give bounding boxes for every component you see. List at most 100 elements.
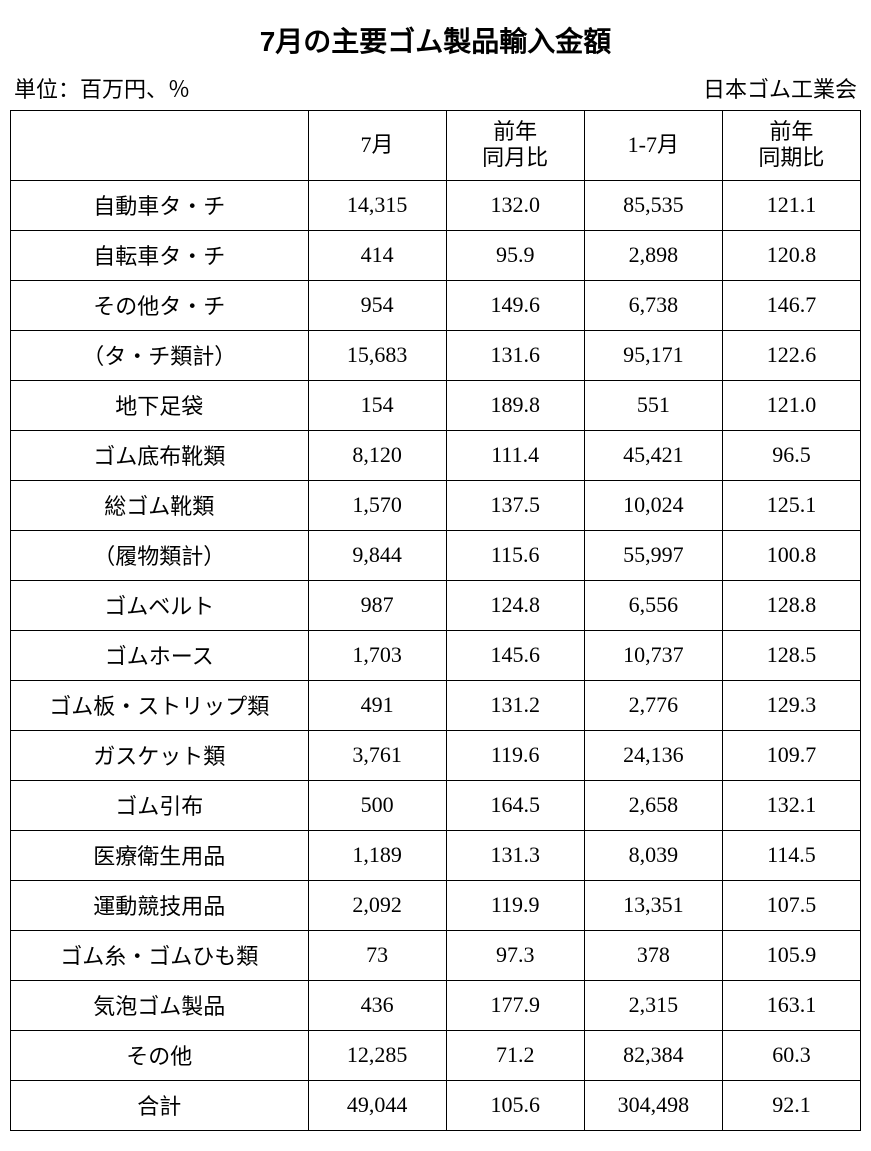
row-value: 304,498 [584,1080,722,1130]
header-yoy-cumulative: 前年同期比 [722,111,860,181]
row-label: その他タ・チ [11,280,309,330]
table-row: ガスケット類3,761119.624,136109.7 [11,730,861,780]
subtitle-row: 単位：百万円、％ 日本ゴム工業会 [10,72,861,104]
table-row: 総ゴム靴類1,570137.510,024125.1 [11,480,861,530]
row-value: 13,351 [584,880,722,930]
row-value: 10,737 [584,630,722,680]
row-value: 120.8 [722,230,860,280]
row-value: 95,171 [584,330,722,380]
table-row: （タ・チ類計）15,683131.695,171122.6 [11,330,861,380]
row-value: 119.6 [446,730,584,780]
row-value: 149.6 [446,280,584,330]
row-label: 運動競技用品 [11,880,309,930]
header-blank [11,111,309,181]
table-row: 運動競技用品2,092119.913,351107.5 [11,880,861,930]
row-value: 146.7 [722,280,860,330]
table-row: その他タ・チ954149.66,738146.7 [11,280,861,330]
row-value: 3,761 [308,730,446,780]
table-body: 自動車タ・チ14,315132.085,535121.1自転車タ・チ41495.… [11,180,861,1130]
header-cumulative: 1-7月 [584,111,722,181]
row-value: 137.5 [446,480,584,530]
row-value: 49,044 [308,1080,446,1130]
row-label: 総ゴム靴類 [11,480,309,530]
row-value: 82,384 [584,1030,722,1080]
table-row: 自転車タ・チ41495.92,898120.8 [11,230,861,280]
table-row: 医療衛生用品1,189131.38,039114.5 [11,830,861,880]
table-header-row: 7月 前年同月比 1-7月 前年同期比 [11,111,861,181]
row-value: 8,120 [308,430,446,480]
row-label: （履物類計） [11,530,309,580]
row-label: 医療衛生用品 [11,830,309,880]
table-row: 地下足袋154189.8551121.0 [11,380,861,430]
row-value: 6,738 [584,280,722,330]
row-label: ゴムホース [11,630,309,680]
row-value: 177.9 [446,980,584,1030]
table-row: 自動車タ・チ14,315132.085,535121.1 [11,180,861,230]
row-value: 6,556 [584,580,722,630]
row-label: 自転車タ・チ [11,230,309,280]
row-value: 131.6 [446,330,584,380]
table-row: その他12,28571.282,38460.3 [11,1030,861,1080]
row-value: 1,570 [308,480,446,530]
row-value: 60.3 [722,1030,860,1080]
row-value: 9,844 [308,530,446,580]
table-row: ゴムベルト987124.86,556128.8 [11,580,861,630]
row-label: 合計 [11,1080,309,1130]
row-value: 2,315 [584,980,722,1030]
row-label: ゴム糸・ゴムひも類 [11,930,309,980]
row-value: 100.8 [722,530,860,580]
unit-label: 単位：百万円、％ [14,72,190,104]
row-value: 2,658 [584,780,722,830]
row-value: 954 [308,280,446,330]
table-row: 気泡ゴム製品436177.92,315163.1 [11,980,861,1030]
row-label: その他 [11,1030,309,1080]
row-value: 121.0 [722,380,860,430]
row-label: ゴム引布 [11,780,309,830]
row-value: 121.1 [722,180,860,230]
row-label: 自動車タ・チ [11,180,309,230]
row-value: 105.6 [446,1080,584,1130]
row-value: 8,039 [584,830,722,880]
row-value: 85,535 [584,180,722,230]
header-yoy-month: 前年同月比 [446,111,584,181]
row-value: 131.2 [446,680,584,730]
row-value: 73 [308,930,446,980]
row-value: 2,776 [584,680,722,730]
row-value: 145.6 [446,630,584,680]
row-value: 105.9 [722,930,860,980]
row-value: 163.1 [722,980,860,1030]
table-row: ゴム糸・ゴムひも類7397.3378105.9 [11,930,861,980]
row-value: 131.3 [446,830,584,880]
row-value: 987 [308,580,446,630]
row-value: 551 [584,380,722,430]
row-value: 14,315 [308,180,446,230]
row-value: 12,285 [308,1030,446,1080]
row-value: 107.5 [722,880,860,930]
data-table: 7月 前年同月比 1-7月 前年同期比 自動車タ・チ14,315132.085,… [10,110,861,1131]
row-value: 24,136 [584,730,722,780]
row-value: 414 [308,230,446,280]
row-value: 2,898 [584,230,722,280]
row-value: 71.2 [446,1030,584,1080]
row-value: 92.1 [722,1080,860,1130]
row-value: 491 [308,680,446,730]
row-value: 189.8 [446,380,584,430]
row-value: 132.0 [446,180,584,230]
header-month: 7月 [308,111,446,181]
row-label: ガスケット類 [11,730,309,780]
row-value: 119.9 [446,880,584,930]
row-value: 109.7 [722,730,860,780]
table-row: 合計49,044105.6304,49892.1 [11,1080,861,1130]
row-value: 15,683 [308,330,446,380]
row-label: ゴム底布靴類 [11,430,309,480]
row-value: 1,189 [308,830,446,880]
row-value: 97.3 [446,930,584,980]
row-value: 10,024 [584,480,722,530]
row-value: 500 [308,780,446,830]
row-label: 気泡ゴム製品 [11,980,309,1030]
row-value: 128.8 [722,580,860,630]
row-value: 125.1 [722,480,860,530]
table-row: （履物類計）9,844115.655,997100.8 [11,530,861,580]
row-label: ゴム板・ストリップ類 [11,680,309,730]
row-value: 124.8 [446,580,584,630]
